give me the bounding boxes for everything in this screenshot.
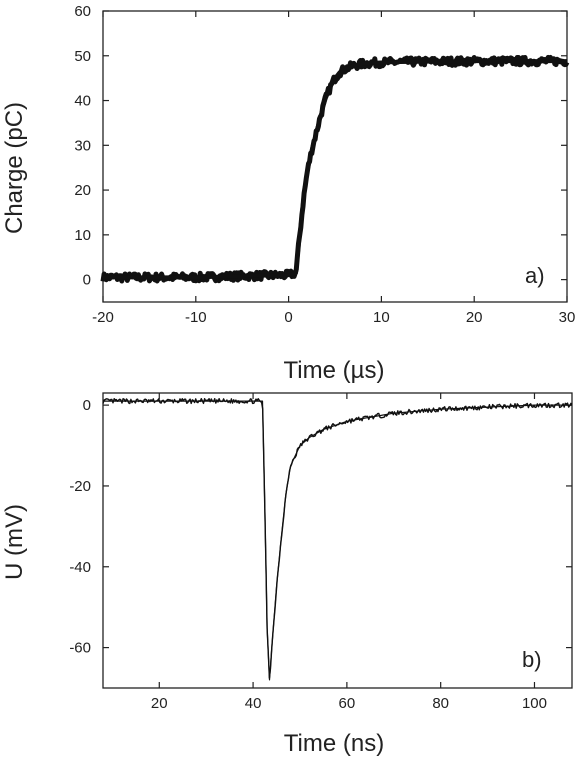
panel-label-b: b) bbox=[522, 647, 542, 672]
panel-b-voltage-plot: b) Time (ns) U (mV) 20 40 60 80 100 0 -20 -40 -6… bbox=[1, 392, 573, 757]
x-tick-label-a: -10 bbox=[185, 309, 207, 326]
y-tick-label-b: -60 bbox=[69, 640, 91, 657]
plot-frame-b bbox=[102, 392, 573, 689]
y-tick-label-a: 0 bbox=[83, 272, 91, 289]
x-axis-title-b: Time (ns) bbox=[284, 730, 384, 757]
panel-label-a: a) bbox=[525, 263, 545, 288]
panel-a-charge-plot: a) Time (µs) Charge (pC) -20 -10 0 10 20 30 0 1… bbox=[1, 3, 575, 384]
data-trace-core-b bbox=[103, 400, 572, 681]
y-tick-label-b: -20 bbox=[69, 478, 91, 495]
y-tick-label-a: 40 bbox=[74, 93, 91, 110]
x-tick-label-a: 0 bbox=[284, 309, 292, 326]
x-tick-label-b: 60 bbox=[339, 695, 356, 712]
y-tick-label-a: 10 bbox=[74, 227, 91, 244]
x-tick-label-a: 10 bbox=[373, 309, 390, 326]
y-tick-label-a: 60 bbox=[74, 3, 91, 20]
x-tick-label-b: 20 bbox=[151, 695, 168, 712]
y-axis-title-b: U (mV) bbox=[1, 504, 28, 580]
x-tick-label-a: 30 bbox=[559, 309, 576, 326]
x-axis-title-a: Time (µs) bbox=[284, 357, 385, 384]
x-tick-label-b: 80 bbox=[432, 695, 449, 712]
plot-frame-a bbox=[102, 10, 568, 303]
y-tick-label-a: 50 bbox=[74, 48, 91, 65]
data-trace-a bbox=[100, 54, 570, 284]
y-axis-title-a: Charge (pC) bbox=[1, 102, 28, 234]
x-tick-label-a: -20 bbox=[92, 309, 114, 326]
x-tick-label-b: 100 bbox=[522, 695, 547, 712]
y-tick-label-a: 30 bbox=[74, 137, 91, 154]
x-tick-label-a: 20 bbox=[466, 309, 483, 326]
y-tick-label-b: -40 bbox=[69, 559, 91, 576]
data-trace-core-a bbox=[103, 59, 567, 280]
x-tick-label-b: 40 bbox=[245, 695, 262, 712]
y-tick-label-b: 0 bbox=[83, 397, 91, 414]
data-trace-b bbox=[102, 398, 573, 679]
y-tick-label-a: 20 bbox=[74, 182, 91, 199]
